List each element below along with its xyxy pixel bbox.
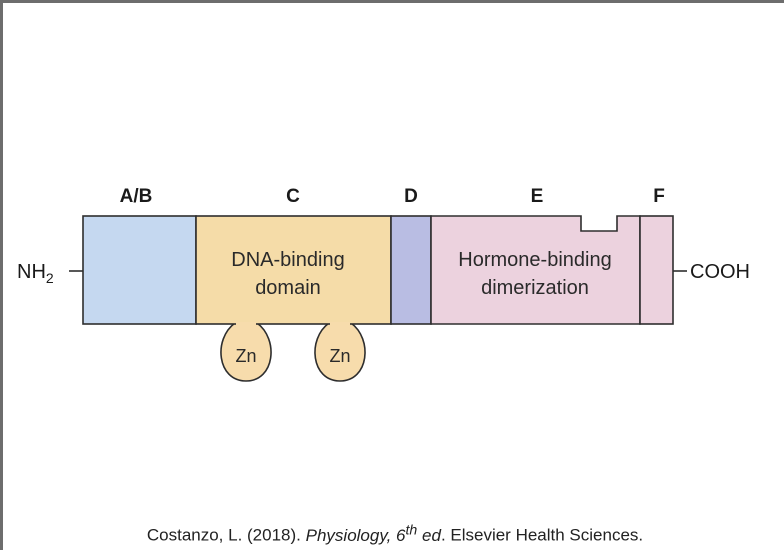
zinc-label-1: Zn — [235, 346, 256, 366]
zinc-finger-2 — [314, 322, 366, 382]
hormone-binding-line2: dimerization — [481, 277, 589, 299]
receptor-diagram: A/B C D E F DNA-binding domain Hormone-b… — [17, 186, 750, 382]
region-d-box — [390, 215, 432, 325]
hormone-binding-line1: Hormone-binding — [458, 249, 611, 271]
region-ab-box — [82, 215, 197, 325]
region-c-box — [195, 215, 392, 325]
n-terminal-label: NH2 — [17, 261, 54, 286]
caption-edition-sup: th — [405, 522, 418, 538]
region-f-label: F — [653, 186, 665, 207]
region-f-box — [639, 215, 674, 325]
region-ab-label: A/B — [120, 186, 153, 207]
dna-binding-line1: DNA-binding — [231, 249, 344, 271]
dna-binding-line2: domain — [255, 277, 321, 299]
zinc-seam-1 — [236, 322, 256, 326]
c-terminal-label: COOH — [690, 261, 750, 283]
n-terminal-sub: 2 — [46, 270, 54, 286]
region-e-box — [430, 215, 641, 325]
region-e-label: E — [531, 186, 544, 207]
caption-edition-rest: ed — [417, 525, 441, 545]
n-terminal-base: NH — [17, 261, 46, 283]
region-d-label: D — [404, 186, 418, 207]
caption-book: Physiology, 6th ed — [305, 522, 441, 545]
region-c-label: C — [286, 186, 300, 207]
zinc-finger-1 — [220, 322, 272, 382]
caption-author: Costanzo, L. (2018). — [146, 525, 306, 545]
zinc-label-2: Zn — [329, 346, 350, 366]
zinc-seam-2 — [330, 322, 350, 326]
caption-publisher: . Elsevier Health Sciences. — [440, 525, 644, 545]
citation-caption: Costanzo, L. (2018). Physiology, 6th ed.… — [3, 522, 784, 546]
